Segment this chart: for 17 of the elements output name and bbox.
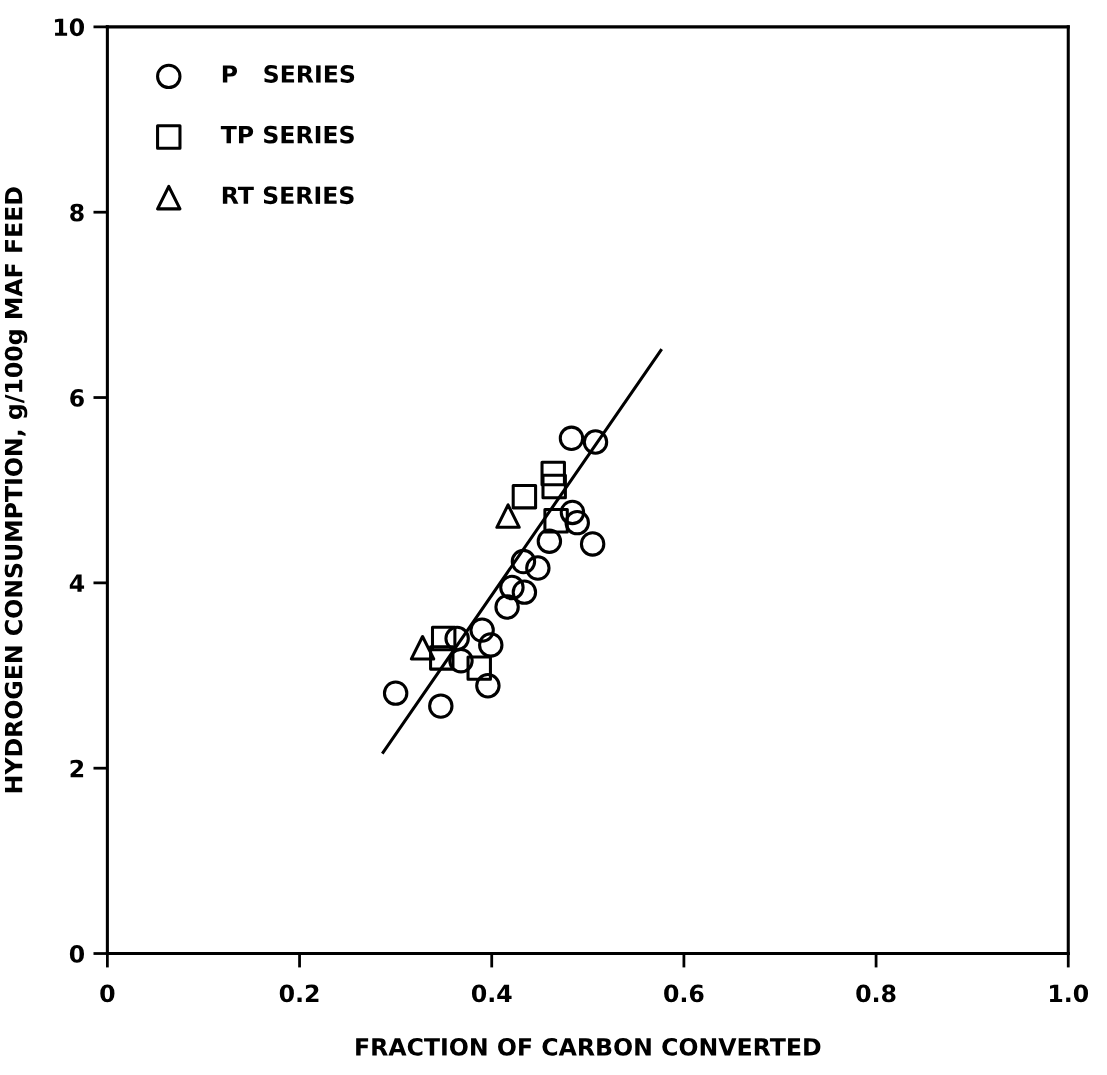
x-tick-label: 0.2 [279,984,319,1003]
x-tick-label: 0.4 [471,984,512,1003]
legend-label: P SERIES [222,65,355,83]
x-axis-title: FRACTION OF CARBON CONVERTED [356,1037,821,1056]
x-tick-label: 1.0 [1050,984,1089,1003]
y-tick-label: 8 [70,203,84,222]
y-tick-label: 10 [54,18,85,37]
legend-label: TP SERIES [220,125,354,144]
x-tick-label: 0 [100,984,115,1003]
y-tick-label: 6 [70,389,84,407]
y-tick-label: 0 [69,944,85,963]
y-tick-label: 4 [69,574,85,592]
y-axis-title: HYDROGEN CONSUMPTION, g/100g MAF FEED [4,187,28,793]
legend-label: RT SERIES [222,186,354,205]
y-tick-label: 2 [70,759,84,778]
x-tick-label: 0.6 [664,984,704,1003]
x-tick-label: 0.8 [856,984,896,1003]
